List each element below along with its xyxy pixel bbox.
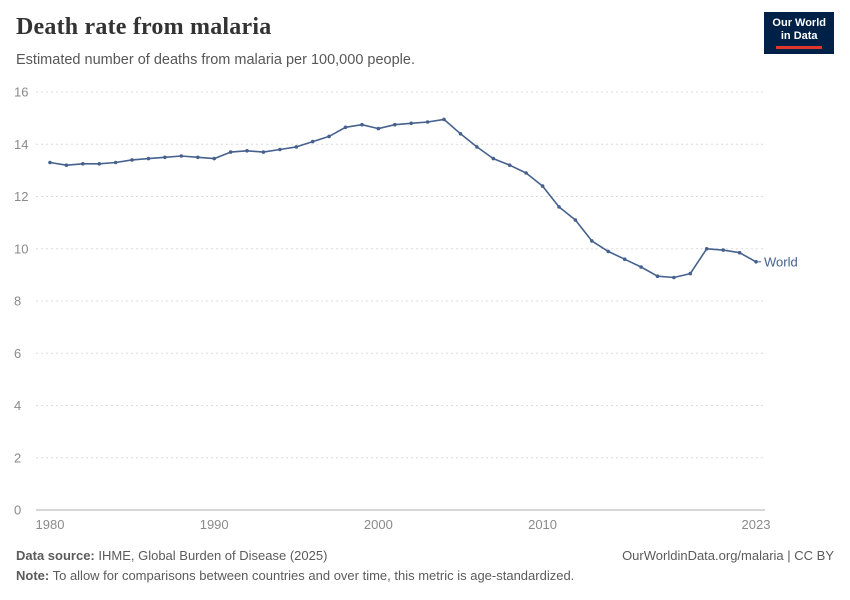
chart-footer: Data source: IHME, Global Burden of Dise… [16,546,834,586]
note-label: Note: [16,568,50,583]
data-point[interactable] [64,163,69,167]
y-tick-label: 12 [14,189,28,204]
line-chart: 0 2 4 6 8 10 12 14 16 1980 1990 2000 2010 2023 World [0,80,850,540]
footer-note-row: Note: To allow for comparisons between c… [16,566,834,586]
owid-logo-line2: in Data [780,30,818,42]
data-point[interactable] [409,121,414,126]
x-tick-label: 2010 [528,517,557,532]
owid-logo-line1: Our World [772,17,826,29]
data-point[interactable] [540,184,545,188]
data-point[interactable] [245,149,249,153]
y-tick-label: 16 [14,85,28,100]
data-point[interactable] [179,154,184,158]
data-point[interactable] [655,274,660,278]
y-tick-label: 2 [14,450,21,465]
data-point[interactable] [130,158,134,162]
data-source-value: IHME, Global Burden of Disease (2025) [94,548,328,563]
data-source-label: Data source: [16,548,95,563]
x-tick-label: 1990 [200,517,229,532]
page-title: Death rate from malaria [16,14,272,40]
chart-subtitle: Estimated number of deaths from malaria … [16,52,415,68]
y-tick-label: 6 [14,346,21,361]
data-point[interactable] [261,150,266,154]
data-point[interactable] [557,205,561,209]
y-tick-label: 4 [14,398,21,413]
data-point[interactable] [458,132,463,136]
data-point[interactable] [704,247,709,251]
data-point[interactable] [590,239,594,243]
data-point[interactable] [393,122,397,127]
x-tick-label: 2000 [364,517,393,532]
chart-canvas[interactable]: 0 2 4 6 8 10 12 14 16 1980 1990 2000 2010 2023 World [0,80,850,540]
data-point[interactable] [327,134,331,139]
y-tick-label: 14 [14,137,28,152]
data-point[interactable] [721,248,725,252]
owid-logo[interactable]: Our World in Data [764,12,834,54]
data-point[interactable] [343,125,348,130]
data-point[interactable] [376,126,381,131]
footer-attribution-link[interactable]: OurWorldinData.org/malaria | CC BY [622,548,834,563]
footer-source-row: Data source: IHME, Global Burden of Dise… [16,546,834,566]
y-tick-label: 8 [14,294,21,309]
data-point[interactable] [672,275,676,280]
data-point[interactable] [425,120,430,124]
data-point[interactable] [573,218,578,222]
data-point[interactable] [688,271,693,276]
x-tick-label: 1980 [36,517,65,532]
series-line-world[interactable] [49,118,757,279]
data-point[interactable] [212,156,216,161]
data-point[interactable] [113,160,118,165]
note-value: To allow for comparisons between countri… [49,568,575,583]
data-point[interactable] [524,171,528,175]
data-source-text: Data source: IHME, Global Burden of Dise… [16,546,327,566]
y-tick-label: 0 [14,503,21,518]
data-point[interactable] [196,155,200,160]
data-point[interactable] [294,145,299,149]
data-point[interactable] [622,257,627,261]
data-point[interactable] [48,160,52,165]
data-point[interactable] [360,122,364,127]
data-point[interactable] [737,250,742,255]
data-point[interactable] [639,265,643,269]
data-point[interactable] [507,163,512,167]
x-tick-label: 2023 [742,517,771,532]
data-point[interactable] [146,156,151,161]
data-point[interactable] [442,117,446,122]
data-point[interactable] [97,162,102,166]
data-point[interactable] [475,145,479,149]
data-point[interactable] [163,155,167,160]
data-point[interactable] [491,156,496,161]
y-tick-label: 10 [14,241,28,256]
data-point[interactable] [310,139,315,144]
data-point[interactable] [278,147,282,152]
entity-label[interactable]: World [764,254,798,269]
owid-logo-accent-bar [776,46,823,49]
data-point[interactable] [81,162,85,166]
data-point[interactable] [606,249,610,254]
data-point[interactable] [228,150,233,154]
